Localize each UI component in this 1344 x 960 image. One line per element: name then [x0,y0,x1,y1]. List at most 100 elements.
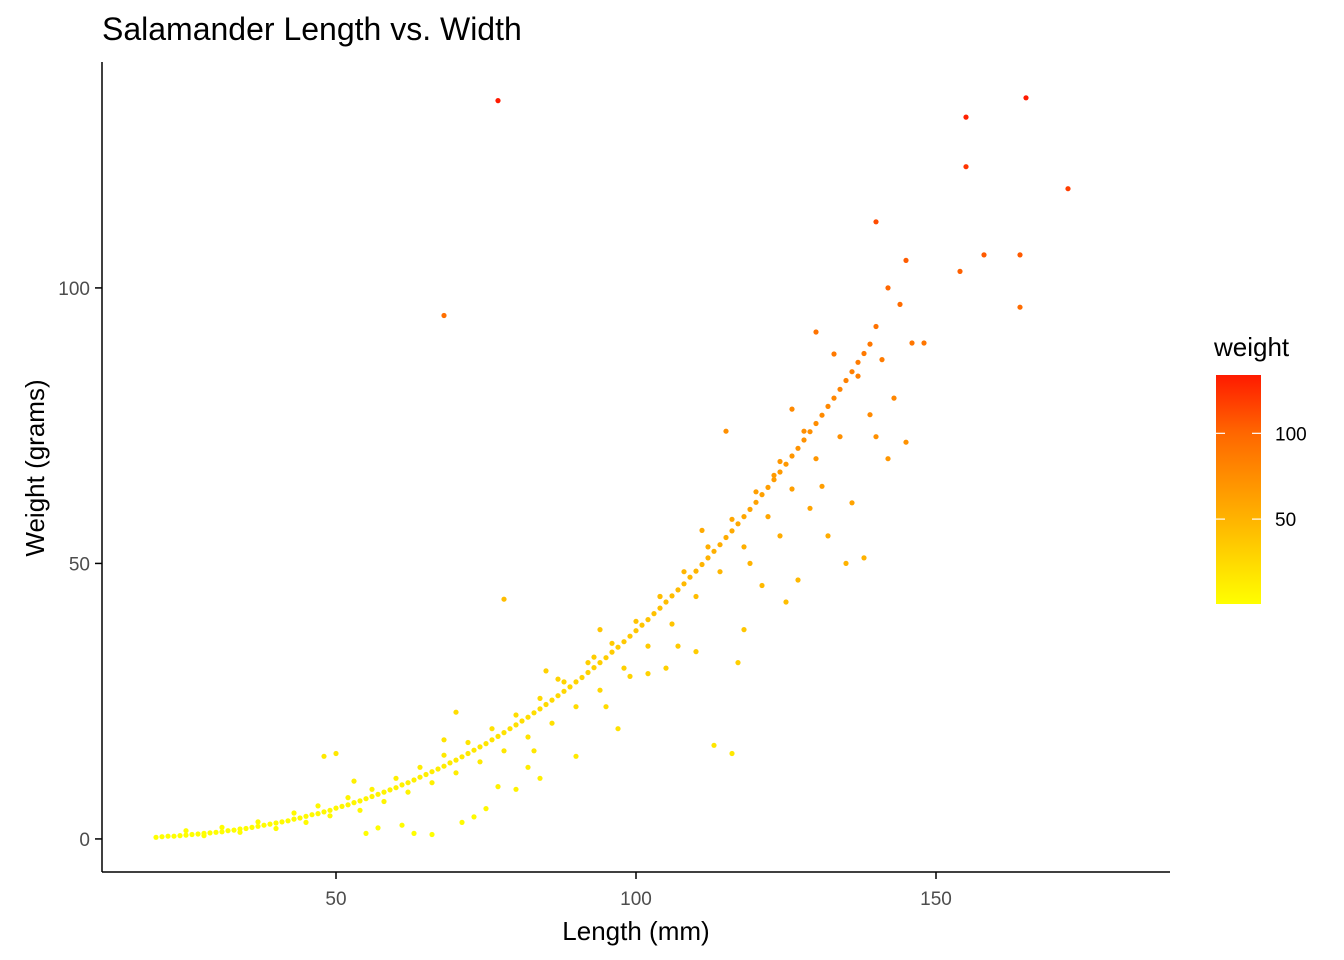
data-point [591,654,597,660]
y-tick-label: 100 [58,279,90,300]
data-point [873,323,879,330]
data-point [219,829,225,835]
data-point [429,769,435,775]
data-point [471,747,477,753]
x-tick-label: 50 [325,889,346,910]
data-point [327,813,333,819]
data-point [477,759,483,765]
data-point [735,521,741,527]
data-point [225,828,231,834]
data-point [729,750,735,757]
data-point [645,617,651,623]
data-point [825,533,831,539]
data-point [189,831,195,838]
data-point [747,506,753,512]
data-point [585,660,591,666]
data-point [321,809,327,815]
data-point [453,757,459,763]
data-point [399,782,405,788]
data-point [519,718,525,724]
data-point [765,514,771,520]
data-point [411,777,417,783]
legend-tick-label: 100 [1275,424,1307,445]
data-point [879,357,885,363]
data-point [633,618,639,624]
data-point [813,329,819,335]
data-point [699,527,705,534]
data-point [621,639,627,645]
data-point [255,819,261,825]
data-point [753,499,759,505]
data-point [291,816,297,822]
data-point [663,599,669,605]
data-point [825,403,831,409]
data-point [291,810,297,816]
data-point [195,831,201,837]
data-point [303,813,309,819]
data-point [513,712,519,718]
data-point [741,627,747,633]
data-point [867,412,873,418]
data-point [705,555,711,561]
data-point [357,798,363,804]
data-point [489,737,495,743]
data-point [873,219,879,225]
data-point [513,786,519,792]
data-point [369,786,375,792]
data-point [819,483,825,489]
data-point [843,377,849,384]
data-point [675,643,681,649]
data-point [813,456,819,462]
data-point [201,833,207,839]
data-point [645,643,651,649]
data-point [1017,252,1023,258]
data-point [525,764,531,770]
data-point [681,569,687,575]
data-point [567,684,573,690]
data-point [723,534,729,541]
data-point [507,726,513,732]
data-point [963,164,969,170]
data-point [489,726,495,732]
data-point [219,824,225,831]
data-point [375,791,381,797]
data-point [813,420,819,427]
data-point [285,818,291,824]
data-point [459,819,465,826]
data-point [573,679,579,685]
data-point [615,726,621,732]
data-point [303,819,309,826]
data-point [243,825,249,832]
data-point [543,701,549,708]
data-points [153,95,1071,840]
data-point [273,825,279,832]
legend-title: weight [1213,332,1290,362]
legend-tick-label: 50 [1275,510,1296,531]
data-point [297,815,303,821]
data-point [675,587,681,593]
data-point [351,800,357,806]
data-point [441,763,447,769]
data-point [459,754,465,760]
data-point [465,739,471,746]
data-point [765,484,771,490]
data-point [855,373,861,379]
data-point [213,829,219,835]
legend-ticks: 50 100 [1216,424,1307,531]
data-point [363,830,369,837]
data-point [345,802,351,808]
data-point [627,633,633,639]
data-point [981,252,987,258]
data-point [429,780,435,786]
data-point [1023,95,1029,101]
x-axis-title: Length (mm) [562,916,709,946]
data-point [495,733,501,740]
data-point [561,688,567,694]
data-point [423,771,429,778]
data-point [393,785,399,791]
data-point [639,622,645,628]
data-point [963,114,969,120]
axes: 50 100 150 0 50 100 [58,62,1170,910]
data-point [609,649,615,655]
data-point [801,428,807,434]
